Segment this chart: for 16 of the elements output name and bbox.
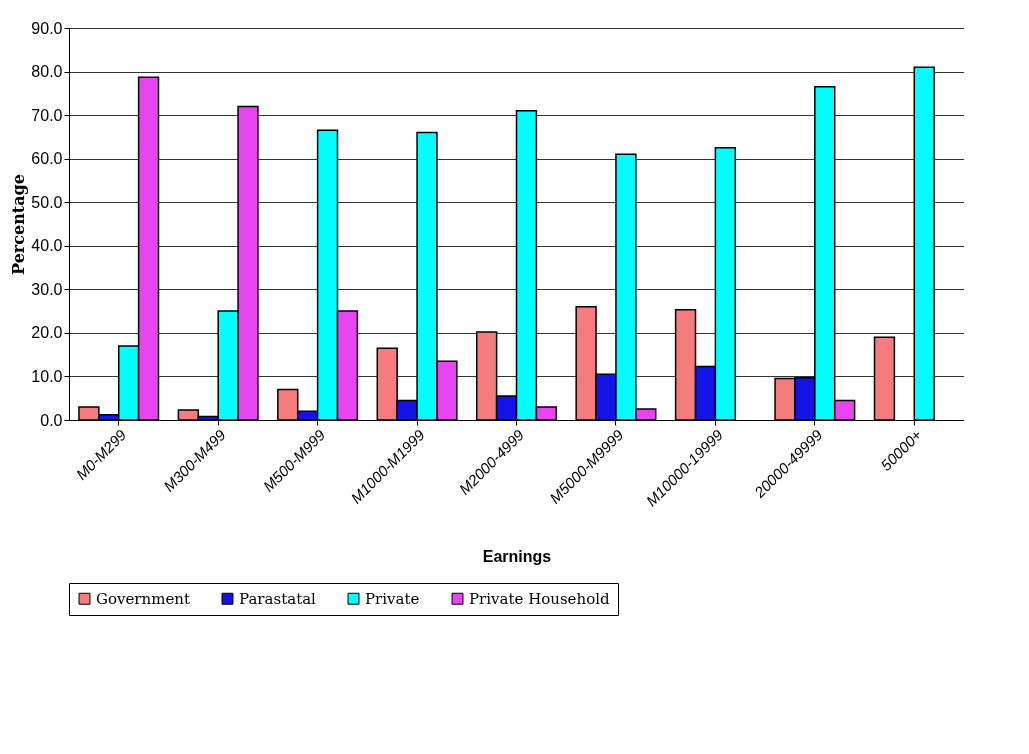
legend-label: Parastatal	[239, 589, 317, 608]
y-axis-title: Percentage	[9, 174, 29, 275]
legend-label: Private	[365, 589, 420, 608]
y-tick-label: 50.0	[31, 193, 63, 211]
y-tick-label: 30.0	[31, 280, 63, 298]
y-tick-label: 70.0	[31, 106, 63, 124]
y-tick-label: 10.0	[31, 367, 63, 385]
y-tick-label: 60.0	[31, 150, 63, 168]
y-tick-label: 80.0	[31, 63, 63, 81]
y-tick-label: 0.0	[40, 411, 63, 429]
y-tick-label: 20.0	[31, 324, 63, 342]
legend-label: Government	[96, 589, 190, 608]
x-axis-title: Earnings	[482, 548, 552, 566]
y-tick-label: 90.0	[31, 19, 63, 37]
legend-label: Private Household	[469, 589, 610, 608]
y-tick-label: 40.0	[31, 237, 63, 255]
